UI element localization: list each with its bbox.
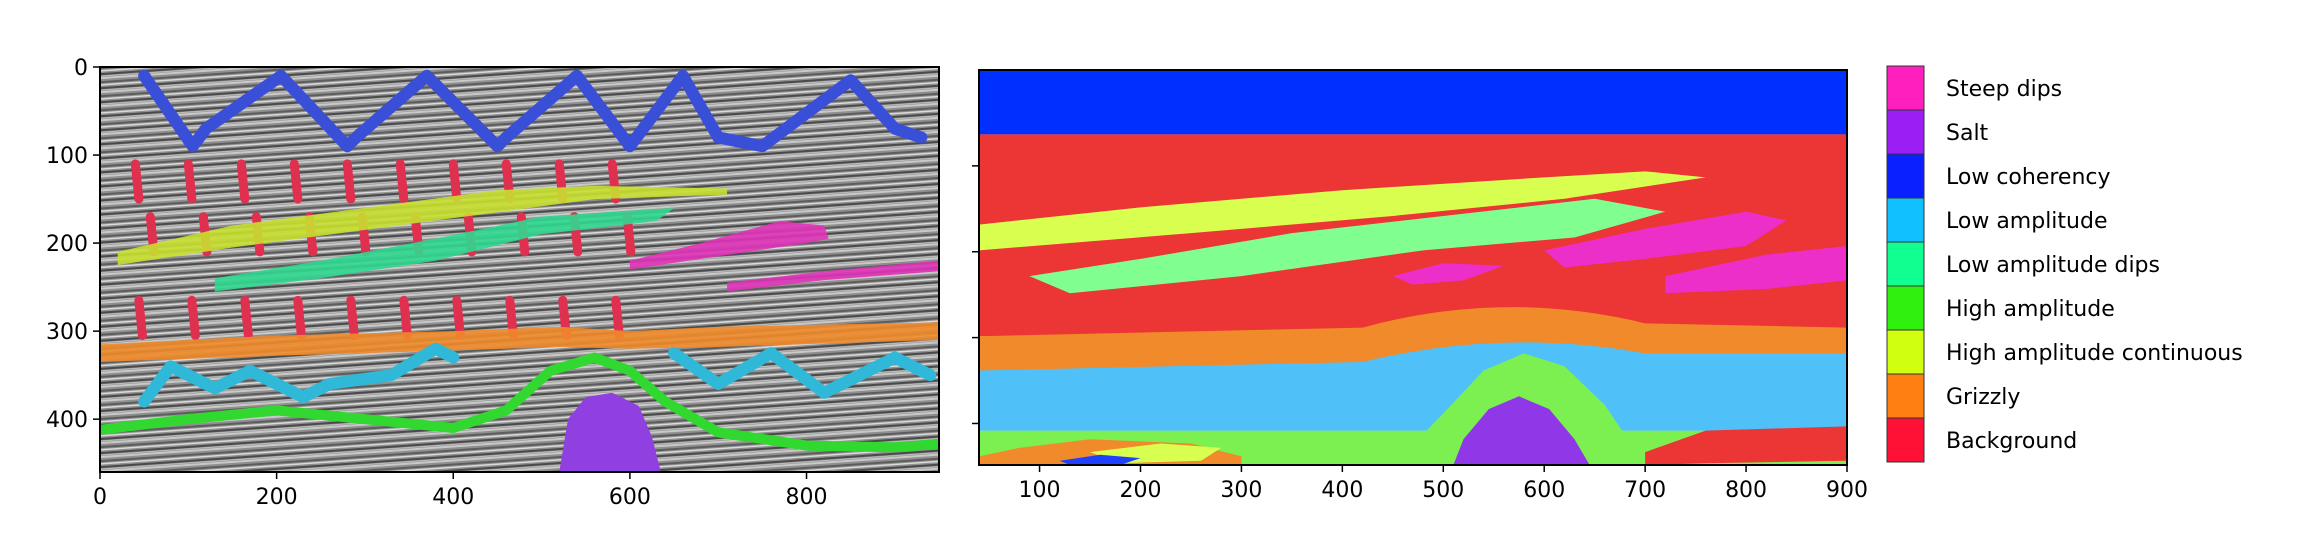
y-tick-label: 100: [46, 144, 88, 169]
left-y-axis: 0 100 200 300 400: [46, 56, 100, 433]
y-tick-label: 300: [46, 320, 88, 345]
annotation-steep-dips: [629, 221, 829, 270]
annotation-low-coherency: [138, 69, 928, 153]
annotation-high-amplitude-continuous: [117, 185, 728, 266]
legend-label: Grizzly: [1946, 385, 2020, 410]
legend-swatch: [1886, 109, 1925, 155]
legend-swatch: [1886, 153, 1925, 199]
legend-swatch: [1886, 241, 1925, 287]
left-x-axis: 0 200 400 600 800: [93, 472, 828, 510]
x-tick-label: 600: [1523, 478, 1565, 503]
annotation-salt: [559, 392, 661, 472]
x-tick-label: 300: [1220, 478, 1262, 503]
blob-salt: [1453, 396, 1590, 465]
legend-swatch: [1886, 65, 1925, 111]
legend-swatch: [1886, 285, 1925, 331]
annotation-high-amplitude: [100, 352, 939, 453]
blob-low-amplitude-dips: [1029, 198, 1666, 294]
legend-label: High amplitude: [1946, 297, 2115, 322]
background-mark: [611, 295, 624, 341]
right-plot-frame: [978, 69, 1848, 466]
x-tick-label: 700: [1624, 478, 1666, 503]
legend-swatch: [1886, 373, 1925, 419]
x-tick-label: 200: [1119, 478, 1161, 503]
legend-swatch: [1886, 197, 1925, 243]
background-mark: [130, 159, 144, 204]
x-tick-label: 100: [1019, 478, 1061, 503]
blob-background: [1645, 426, 1847, 465]
annotation-grizzly: [100, 322, 939, 362]
background-mark: [236, 159, 250, 204]
legend-label: Salt: [1946, 121, 1989, 146]
legend-label: Low coherency: [1946, 165, 2111, 190]
legend-label: Steep dips: [1946, 77, 2062, 102]
x-tick-label: 400: [432, 485, 474, 510]
x-tick-label: 800: [786, 485, 828, 510]
x-tick-label: 400: [1321, 478, 1363, 503]
blob-steep-dips: [1544, 211, 1787, 268]
background-mark: [183, 159, 197, 204]
background-mark: [395, 159, 409, 204]
region-low-amplitude-band: [979, 342, 1847, 431]
x-tick-label: 900: [1826, 478, 1868, 503]
blob-high-amplitude-continuous: [979, 171, 1706, 251]
y-tick-label: 400: [46, 408, 88, 433]
left-panel: 0 200 400 600 800 0 100 200 300 400: [46, 56, 940, 510]
background-mark: [293, 295, 306, 341]
annotation-steep-dips: [727, 260, 939, 292]
right-x-axis: 100 200 300 400 500 600 700 800 900: [1019, 465, 1868, 503]
left-annotations: [100, 69, 939, 472]
x-tick-label: 0: [93, 485, 107, 510]
x-tick-label: 200: [256, 485, 298, 510]
background-mark: [346, 295, 359, 341]
blob-low-coherency: [1059, 454, 1141, 465]
x-tick-label: 600: [609, 485, 651, 510]
y-tick-label: 0: [74, 56, 88, 81]
x-tick-label: 500: [1422, 478, 1464, 503]
background-mark: [134, 295, 147, 341]
right-regions: [979, 70, 1847, 465]
annotation-low-amplitude-dips: [214, 207, 675, 292]
background-mark: [240, 295, 253, 341]
legend-swatch: [1886, 329, 1925, 375]
background-mark: [452, 295, 465, 341]
background-mark: [289, 159, 303, 204]
legend-label: Background: [1946, 429, 2077, 454]
left-plot-frame: [99, 66, 940, 473]
right-y-axis: [972, 165, 979, 425]
legend-label: High amplitude continuous: [1946, 341, 2243, 366]
annotation-low-amplitude: [138, 342, 460, 408]
background-mark: [342, 159, 356, 204]
background-mark: [187, 295, 200, 341]
y-tick-label: 200: [46, 232, 88, 257]
blob-steep-dips: [1665, 246, 1847, 294]
background-mark: [399, 295, 412, 341]
region-low-coherency: [979, 70, 1847, 135]
blob-steep-dips: [1392, 263, 1504, 285]
right-panel: 100 200 300 400 500 600 700 800 900: [972, 69, 1868, 503]
background-mark: [448, 159, 462, 204]
region-grizzly-bulge: [979, 307, 1847, 371]
annotation-low-amplitude: [668, 347, 937, 399]
legend-label: Low amplitude dips: [1946, 253, 2160, 278]
legend-label: Low amplitude: [1946, 209, 2108, 234]
legend: Steep dips Salt Low coherency Low amplitude…: [1886, 65, 2243, 463]
legend-swatch: [1886, 417, 1925, 463]
x-tick-label: 800: [1725, 478, 1767, 503]
